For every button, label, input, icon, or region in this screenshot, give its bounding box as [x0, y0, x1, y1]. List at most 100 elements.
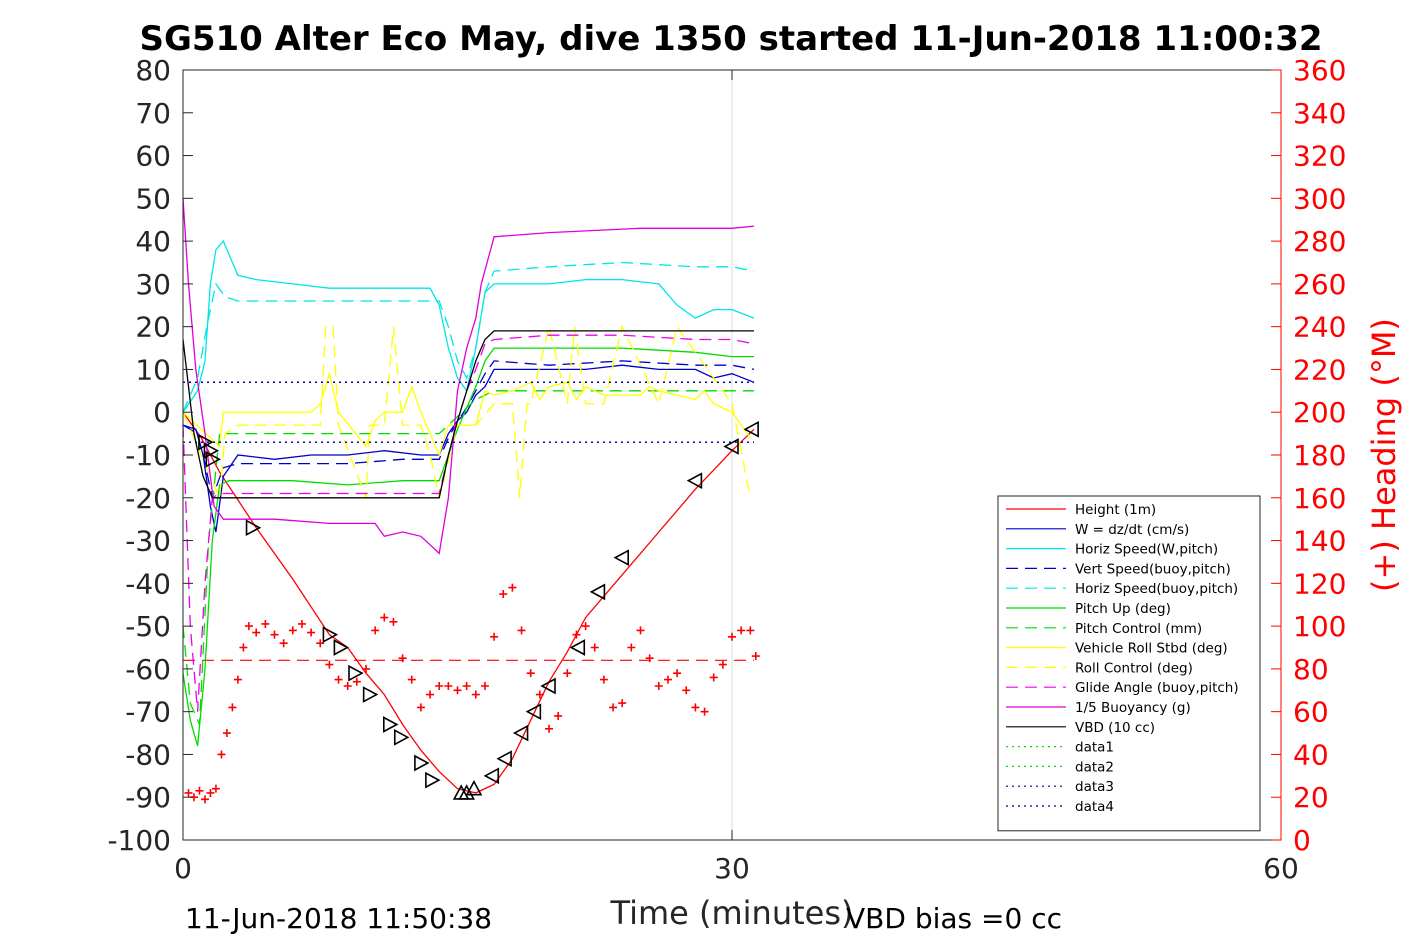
legend-label: Roll Control (deg) [1075, 660, 1193, 676]
heading-marker [645, 654, 654, 663]
heading-marker [700, 707, 709, 716]
chart-title: SG510 Alter Eco May, dive 1350 started 1… [139, 19, 1322, 59]
legend: Height (1m) W = dz/dt (cm/s) Horiz Speed(W… [997, 495, 1261, 832]
heading-marker [709, 673, 718, 682]
triangle-marker [569, 639, 586, 656]
series-line [182, 390, 754, 725]
heading-marker [728, 632, 736, 641]
y2-tick-label: 140 [1293, 525, 1346, 558]
y-tick-label: -20 [125, 482, 171, 515]
y2-tick-label: 360 [1293, 54, 1346, 87]
heading-marker [435, 682, 444, 690]
series-line [182, 411, 755, 794]
y-tick-label: 0 [153, 396, 171, 429]
y2-tick-label: 180 [1293, 439, 1346, 472]
heading-marker [206, 788, 215, 797]
heading-marker [184, 788, 193, 797]
series-line [182, 330, 754, 499]
y2-tick-label: 320 [1293, 140, 1346, 173]
series-line [182, 239, 755, 413]
triangle-marker [458, 784, 475, 800]
heading-marker [195, 786, 204, 795]
y-tick-label: 70 [135, 97, 171, 130]
heading-marker [228, 703, 237, 712]
heading-marker [673, 669, 682, 678]
heading-marker [480, 682, 489, 690]
series-line [182, 198, 755, 555]
heading-marker [654, 682, 663, 690]
series-layer [182, 198, 755, 794]
heading-marker [362, 664, 370, 673]
triangle-marker [540, 677, 556, 695]
legend-label: data1 [1075, 740, 1114, 756]
heading-marker [599, 675, 608, 684]
legend-label: Vehicle Roll Stbd (deg) [1075, 641, 1228, 657]
heading-marker [270, 630, 279, 639]
heading-marker [499, 590, 508, 599]
y-tick-label: 80 [135, 54, 171, 87]
heading-marker [426, 690, 435, 699]
footer-timestamp: 11-Jun-2018 11:50:38 [185, 902, 492, 935]
legend-label: data2 [1075, 759, 1114, 775]
heading-marker [627, 643, 636, 652]
heading-marker [490, 632, 499, 641]
heading-marker [217, 750, 226, 759]
y2-tick-label: 300 [1293, 182, 1346, 215]
heading-marker [517, 626, 526, 635]
heading-marker [233, 675, 242, 684]
y-tick-label: 60 [135, 140, 171, 173]
triangle-marker [348, 664, 364, 682]
heading-marker [737, 626, 746, 635]
heading-marker [572, 630, 581, 639]
heading-marker [307, 628, 316, 637]
triangle-marker [483, 767, 500, 785]
heading-marker [288, 626, 297, 635]
heading-marker [261, 619, 270, 628]
y2-tick-label: 240 [1293, 311, 1346, 344]
x-tick-label: 60 [1263, 852, 1299, 885]
heading-marker [389, 617, 398, 626]
triangle-marker [205, 450, 221, 468]
triangle-marker [245, 519, 262, 537]
legend-label: VBD (10 cc) [1075, 720, 1155, 736]
triangle-marker [465, 779, 483, 796]
heading-marker [416, 703, 425, 712]
heading-marker [352, 677, 361, 686]
heading-marker [371, 626, 380, 635]
y2-tick-label: 0 [1293, 824, 1311, 857]
legend-label: Vert Speed(buoy,pitch) [1075, 561, 1231, 577]
y-tick-label: -60 [125, 653, 171, 686]
heading-marker [407, 675, 416, 684]
heading-marker [471, 690, 480, 699]
heading-marker [636, 626, 645, 635]
heading-marker [239, 643, 248, 652]
markers-layer [184, 420, 760, 804]
legend-label: Pitch Control (mm) [1075, 621, 1202, 637]
heading-marker [691, 703, 700, 712]
y-tick-label: -100 [107, 824, 171, 857]
y2-tick-label: 40 [1293, 738, 1329, 771]
y2-tick-label: 80 [1293, 653, 1329, 686]
y2-tick-label: 120 [1293, 567, 1346, 600]
heading-marker [618, 699, 627, 708]
legend-label: W = dz/dt (cm/s) [1075, 522, 1189, 538]
legend-label: Height (1m) [1075, 502, 1156, 518]
heading-marker [343, 682, 352, 690]
y-tick-label: 30 [135, 268, 171, 301]
y-tick-label: -90 [125, 781, 171, 814]
heading-marker [545, 724, 553, 733]
y-tick-label: -80 [125, 738, 171, 771]
heading-marker [554, 711, 563, 720]
x-axis-label: Time (minutes) [610, 894, 854, 932]
heading-marker [751, 652, 760, 661]
y-tick-label: -50 [125, 610, 171, 643]
legend-label: Horiz Speed(W,pitch) [1075, 542, 1218, 558]
series-line [182, 261, 755, 413]
heading-marker [297, 619, 306, 628]
legend-label: data4 [1075, 799, 1114, 815]
series-line [182, 324, 751, 499]
legend-label: Glide Angle (buoy,pitch) [1075, 680, 1239, 696]
triangle-marker [198, 433, 214, 451]
heading-marker [211, 784, 220, 793]
axis-layer: 0 30 6080706050403020100-10-20-30-40-50-60… [107, 54, 1346, 885]
